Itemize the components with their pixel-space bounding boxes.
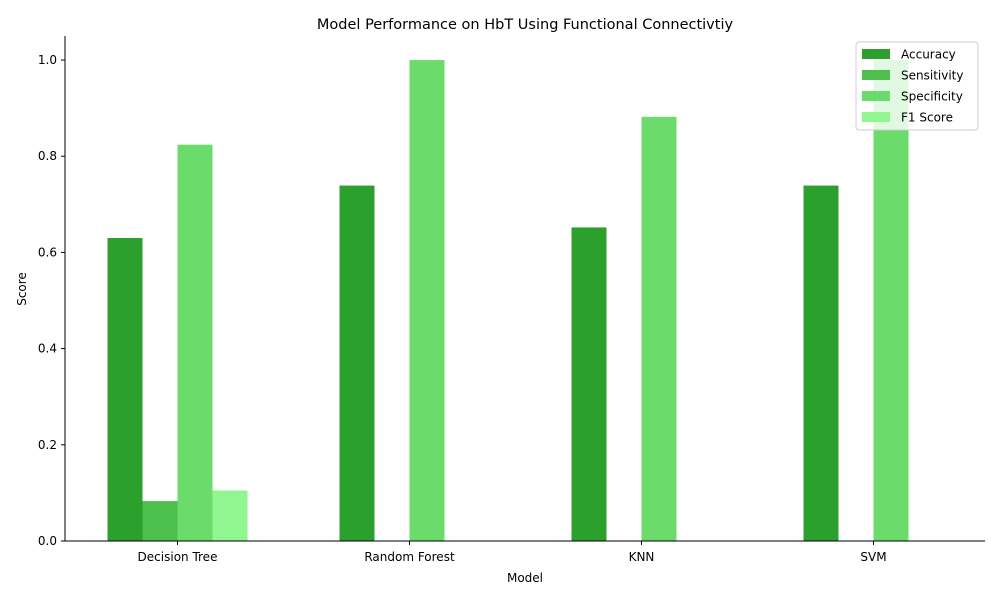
legend: Accuracy Sensitivity Specificity F1 Score <box>855 41 979 131</box>
bar-specificity-decision-tree <box>177 144 213 541</box>
bar-specificity-knn <box>641 116 677 542</box>
bar-accuracy-knn <box>571 227 607 541</box>
y-tick-label: 0.0 <box>38 534 57 548</box>
chart-title: Model Performance on HbT Using Functiona… <box>317 17 734 33</box>
x-tick-label: Decision Tree <box>138 550 218 564</box>
y-tick-label: 0.6 <box>38 245 57 259</box>
x-tick-label: SVM <box>860 550 886 564</box>
y-ticks-group: 0.0 0.2 0.4 0.6 0.8 1.0 <box>38 53 65 548</box>
legend-label-specificity: Specificity <box>901 90 963 104</box>
legend-label-accuracy: Accuracy <box>901 48 956 62</box>
y-axis-label: Score <box>15 272 29 306</box>
y-tick-label: 1.0 <box>38 53 57 67</box>
bar-accuracy-random-forest <box>339 185 375 542</box>
legend-label-sensitivity: Sensitivity <box>901 69 963 83</box>
bars-group <box>107 60 909 542</box>
x-tick-label: KNN <box>629 550 655 564</box>
y-tick-label: 0.4 <box>38 342 57 356</box>
legend-label-f1-score: F1 Score <box>901 111 953 125</box>
y-tick-label: 0.2 <box>38 438 57 452</box>
legend-box <box>855 41 979 131</box>
x-ticks-group: Decision Tree Random Forest KNN SVM <box>138 541 887 564</box>
bar-specificity-svm <box>873 60 909 542</box>
legend-swatch-specificity <box>862 91 890 101</box>
bar-accuracy-decision-tree <box>107 238 143 541</box>
bar-accuracy-svm <box>803 185 839 542</box>
x-tick-label: Random Forest <box>364 550 455 564</box>
bar-f1-score-decision-tree <box>212 490 248 541</box>
legend-swatch-accuracy <box>862 49 890 59</box>
bar-specificity-random-forest <box>409 60 445 542</box>
legend-swatch-sensitivity <box>862 70 890 80</box>
axes-group <box>64 36 985 542</box>
x-axis-label: Model <box>507 571 543 585</box>
bar-sensitivity-decision-tree <box>142 501 178 541</box>
y-tick-label: 0.8 <box>38 149 57 163</box>
legend-swatch-f1-score <box>862 112 890 122</box>
